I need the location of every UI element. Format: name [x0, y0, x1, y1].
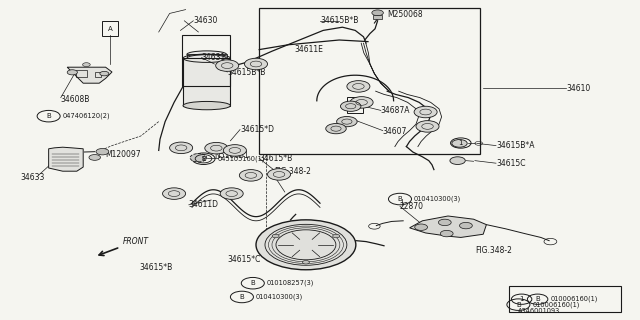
- Text: M120097: M120097: [106, 150, 141, 159]
- Circle shape: [460, 222, 472, 229]
- Circle shape: [337, 116, 357, 127]
- Text: B: B: [250, 280, 255, 286]
- Circle shape: [438, 219, 451, 226]
- Text: 34631: 34631: [202, 53, 226, 62]
- Text: FRONT: FRONT: [123, 237, 149, 246]
- Text: 34615B*A: 34615B*A: [496, 141, 534, 150]
- Text: B: B: [535, 296, 540, 302]
- Text: 045105160(1): 045105160(1): [218, 156, 265, 162]
- Text: 047406120(2): 047406120(2): [63, 113, 110, 119]
- Circle shape: [170, 142, 193, 154]
- Text: 010006160(1): 010006160(1): [550, 296, 598, 302]
- Polygon shape: [49, 147, 83, 171]
- Circle shape: [83, 63, 90, 67]
- Text: S: S: [202, 156, 205, 161]
- Circle shape: [415, 224, 428, 230]
- Circle shape: [333, 234, 340, 238]
- Bar: [373, 15, 382, 19]
- Circle shape: [416, 121, 439, 132]
- Text: B: B: [516, 302, 521, 308]
- Text: 010410300(3): 010410300(3): [256, 294, 303, 300]
- Circle shape: [190, 154, 207, 162]
- Bar: [95, 72, 101, 77]
- Text: A: A: [353, 102, 358, 108]
- Text: 34615B*B: 34615B*B: [227, 68, 266, 76]
- Text: 34630: 34630: [193, 16, 218, 25]
- Circle shape: [452, 140, 467, 147]
- Circle shape: [340, 101, 361, 111]
- Circle shape: [100, 71, 109, 76]
- Bar: [187, 54, 227, 58]
- Text: 34615C: 34615C: [496, 159, 525, 168]
- Circle shape: [239, 170, 262, 181]
- Text: M250068: M250068: [387, 10, 423, 19]
- Bar: [259, 8, 480, 154]
- Bar: [102, 21, 118, 36]
- Circle shape: [256, 220, 356, 270]
- Circle shape: [220, 188, 243, 199]
- Text: FIG.348-2: FIG.348-2: [475, 246, 512, 255]
- Ellipse shape: [187, 51, 227, 58]
- Circle shape: [414, 106, 437, 118]
- Circle shape: [205, 142, 228, 154]
- Text: 34615B*B: 34615B*B: [320, 16, 358, 25]
- Text: 1: 1: [519, 296, 524, 302]
- Bar: [183, 58, 230, 106]
- Circle shape: [450, 157, 465, 164]
- Text: 34615*C: 34615*C: [227, 255, 260, 264]
- Circle shape: [67, 70, 77, 75]
- Text: B: B: [239, 294, 244, 300]
- Text: 34611D: 34611D: [189, 200, 219, 209]
- Circle shape: [223, 145, 246, 156]
- Bar: [348, 97, 364, 113]
- Text: 34608B: 34608B: [61, 95, 90, 104]
- Circle shape: [244, 58, 268, 70]
- Text: B: B: [201, 156, 206, 162]
- Text: 010006160(1): 010006160(1): [532, 301, 580, 308]
- Text: 010410300(3): 010410300(3): [414, 196, 461, 202]
- Bar: [509, 286, 621, 312]
- Circle shape: [89, 155, 100, 160]
- Text: 010108257(3): 010108257(3): [267, 280, 314, 286]
- Circle shape: [268, 169, 291, 180]
- Text: FIG.348-2: FIG.348-2: [274, 167, 311, 176]
- Text: 34615*B: 34615*B: [140, 263, 173, 272]
- Text: N510031: N510031: [214, 151, 249, 160]
- Bar: [76, 70, 87, 77]
- Circle shape: [347, 81, 370, 92]
- Circle shape: [163, 188, 186, 199]
- Text: 34687A: 34687A: [381, 106, 410, 115]
- Ellipse shape: [183, 101, 230, 110]
- Text: B: B: [46, 113, 51, 119]
- Text: 34615*B: 34615*B: [259, 154, 292, 163]
- Circle shape: [303, 260, 309, 264]
- Text: 34607: 34607: [383, 127, 407, 136]
- Text: 34615*D: 34615*D: [240, 125, 274, 134]
- Text: 22870: 22870: [400, 202, 424, 211]
- Ellipse shape: [187, 55, 227, 62]
- Text: A346001093: A346001093: [518, 308, 560, 314]
- Bar: [182, 35, 230, 86]
- Polygon shape: [67, 67, 112, 83]
- Circle shape: [326, 124, 346, 134]
- Circle shape: [272, 234, 279, 238]
- Circle shape: [350, 97, 373, 108]
- Text: 34610: 34610: [566, 84, 591, 92]
- Text: 34633: 34633: [20, 173, 45, 182]
- Circle shape: [216, 60, 239, 71]
- Polygon shape: [410, 216, 486, 237]
- Circle shape: [372, 10, 383, 16]
- Circle shape: [96, 148, 109, 155]
- Circle shape: [440, 230, 453, 237]
- Text: A: A: [108, 26, 113, 32]
- Text: 1: 1: [458, 140, 463, 146]
- Text: B: B: [397, 196, 403, 202]
- Text: 34611E: 34611E: [294, 45, 323, 54]
